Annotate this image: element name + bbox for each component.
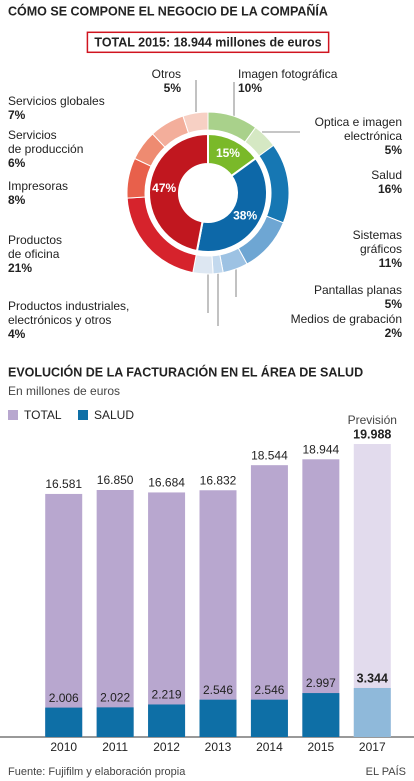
- legend-label: SALUD: [94, 408, 134, 422]
- x-tick-label: 2013: [205, 740, 232, 754]
- segment-value: 4%: [8, 327, 26, 341]
- bar: [250, 465, 288, 737]
- inner-segment: [195, 156, 268, 253]
- chart-title: CÓMO SE COMPONE EL NEGOCIO DE LA COMPAÑÍ…: [8, 3, 328, 18]
- x-tick-label: 2017: [359, 740, 386, 754]
- segment-name: Otros: [151, 67, 181, 81]
- inner-label: 15%: [216, 146, 240, 160]
- segment-label: Productos de oficina 21%: [8, 233, 62, 275]
- segment-label: Pantallas planas 5%: [314, 283, 402, 311]
- segment-name: Salud: [371, 168, 402, 182]
- segment-label: Optica e imagen electrónica 5%: [315, 115, 402, 157]
- segment-name: Sistemas gráficos: [352, 228, 402, 256]
- segment-name: Medios de grabación: [290, 312, 402, 326]
- value-label: 16.684: [148, 476, 185, 490]
- bar: [302, 459, 340, 737]
- value-label: 2.546: [203, 683, 233, 697]
- segment-name: Productos de oficina: [8, 233, 63, 261]
- segment-label: Servicios globales 7%: [8, 94, 105, 122]
- value-label: 3.344: [357, 671, 388, 685]
- segment-value: 16%: [377, 182, 402, 196]
- x-tick-label: 2011: [102, 740, 128, 754]
- bar: [250, 699, 288, 737]
- bar: [148, 704, 186, 737]
- inner-label: 38%: [233, 209, 257, 223]
- segment-value: 10%: [238, 81, 263, 95]
- value-label: 18.544: [251, 448, 288, 462]
- inner-segment: [148, 132, 209, 253]
- segment-label: Productos industriales, electrónicos y o…: [8, 299, 129, 341]
- segment-value: 5%: [384, 297, 402, 311]
- segment-label: Otros 5%: [152, 67, 181, 95]
- legend-swatch: [8, 410, 18, 420]
- source: Fuente: Fujifilm y elaboración propia: [8, 766, 186, 778]
- segment-label: Sistemas gráficos 11%: [353, 228, 402, 270]
- segment-name: Productos industriales, electrónicos y o…: [8, 299, 130, 327]
- value-label: 2.006: [49, 691, 79, 705]
- bar: [148, 492, 186, 737]
- bar: [96, 489, 134, 737]
- segment-value: 7%: [8, 108, 26, 122]
- donut-segment: [182, 111, 209, 134]
- bar: [302, 693, 340, 737]
- bar: [199, 699, 237, 737]
- segment-name: Impresoras: [8, 179, 69, 193]
- x-tick-label: 2015: [308, 740, 335, 754]
- bar: [96, 707, 134, 737]
- annotation: Previsión: [348, 413, 397, 427]
- segment-name: Optica e imagen electrónica: [314, 115, 402, 143]
- bar: [45, 493, 83, 737]
- chart-subtitle: En millones de euros: [8, 384, 120, 398]
- inner-label: 47%: [152, 181, 176, 195]
- segment-label: Medios de grabación 2%: [291, 312, 402, 340]
- bar: [199, 490, 237, 737]
- segment-value: 11%: [378, 256, 402, 270]
- segment-value: 8%: [8, 193, 26, 207]
- segment-value: 5%: [163, 81, 181, 95]
- chart-subtitle: TOTAL 2015: 18.944 millones de euros: [94, 35, 321, 49]
- legend-label: TOTAL: [24, 408, 62, 422]
- segment-label: Impresoras 8%: [8, 179, 68, 207]
- segment-label: Salud 16%: [371, 168, 402, 196]
- x-tick-label: 2014: [256, 740, 283, 754]
- value-label: 19.988: [353, 427, 391, 441]
- bar: [45, 707, 83, 737]
- subtitle-box: [86, 31, 330, 54]
- chart-title: EVOLUCIÓN DE LA FACTURACIÓN EN EL ÁREA D…: [8, 364, 363, 379]
- value-label: 2.022: [100, 691, 130, 705]
- value-label: 2.546: [254, 683, 284, 697]
- value-label: 16.850: [97, 473, 134, 487]
- segment-name: Pantallas planas: [313, 283, 402, 297]
- segment-name: Servicios de producción: [8, 128, 84, 156]
- value-label: 2.997: [306, 676, 336, 690]
- value-label: 16.832: [200, 473, 237, 487]
- segment-label: Imagen fotográfica 10%: [238, 67, 337, 95]
- segment-name: Servicios globales: [8, 94, 105, 108]
- legend-swatch: [78, 410, 88, 420]
- segment-value: 21%: [8, 261, 33, 275]
- value-label: 16.581: [45, 477, 82, 491]
- segment-value: 2%: [384, 326, 402, 340]
- value-label: 2.219: [152, 688, 182, 702]
- segment-value: 5%: [384, 143, 402, 157]
- x-tick-label: 2010: [50, 740, 77, 754]
- segment-value: 6%: [8, 156, 26, 170]
- value-label: 18.944: [303, 442, 340, 456]
- brand: EL PAÍS: [366, 765, 406, 778]
- x-tick-label: 2012: [153, 740, 180, 754]
- bar: [353, 687, 391, 737]
- segment-label: Servicios de producción 6%: [8, 128, 83, 170]
- segment-name: Imagen fotográfica: [238, 67, 338, 81]
